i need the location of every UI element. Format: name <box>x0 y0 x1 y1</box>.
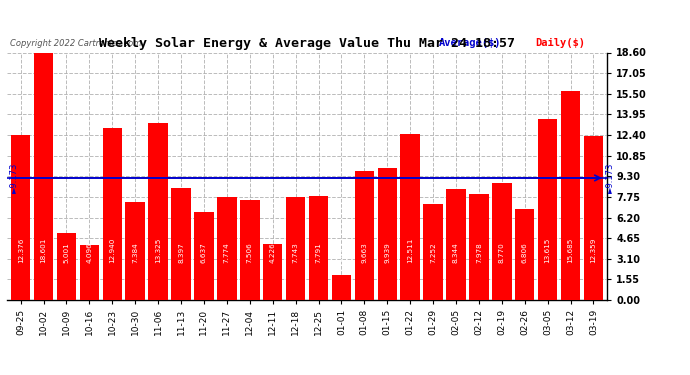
Text: 6.806: 6.806 <box>522 242 528 263</box>
Bar <box>194 211 214 300</box>
Text: 12.359: 12.359 <box>591 237 596 263</box>
Bar <box>34 53 53 300</box>
Bar <box>355 171 374 300</box>
Text: ►9.173: ►9.173 <box>10 163 19 193</box>
Text: 7.743: 7.743 <box>293 242 299 263</box>
Bar <box>57 234 76 300</box>
Text: 1.873: 1.873 <box>338 242 344 263</box>
Bar <box>171 188 190 300</box>
Text: Copyright 2022 Cartronics.com: Copyright 2022 Cartronics.com <box>10 39 141 48</box>
Text: Average($): Average($) <box>439 38 502 48</box>
Text: 7.506: 7.506 <box>247 242 253 263</box>
Text: 12.940: 12.940 <box>109 237 115 263</box>
Bar <box>400 134 420 300</box>
Bar <box>561 91 580 300</box>
Text: 8.770: 8.770 <box>499 242 505 263</box>
Bar <box>126 202 145 300</box>
Bar <box>377 168 397 300</box>
Bar <box>217 196 237 300</box>
Text: 5.001: 5.001 <box>63 242 70 263</box>
Text: ►9.173: ►9.173 <box>606 163 615 193</box>
Text: 9.939: 9.939 <box>384 242 391 263</box>
Text: 7.384: 7.384 <box>132 242 138 263</box>
Bar <box>240 200 259 300</box>
Text: 9.663: 9.663 <box>362 242 367 263</box>
Bar <box>538 119 558 300</box>
Bar <box>148 123 168 300</box>
Bar <box>11 135 30 300</box>
Bar <box>469 194 489 300</box>
Text: 18.601: 18.601 <box>41 237 46 263</box>
Bar <box>308 196 328 300</box>
Text: 12.376: 12.376 <box>18 237 23 263</box>
Text: 12.511: 12.511 <box>407 237 413 263</box>
Text: Daily($): Daily($) <box>535 38 585 48</box>
Text: 13.615: 13.615 <box>544 237 551 263</box>
Text: 15.685: 15.685 <box>568 237 573 263</box>
Bar <box>584 135 603 300</box>
Bar <box>492 183 511 300</box>
Text: 7.791: 7.791 <box>315 242 322 263</box>
Bar <box>79 246 99 300</box>
Bar <box>332 275 351 300</box>
Bar <box>515 209 535 300</box>
Bar <box>446 189 466 300</box>
Text: 6.637: 6.637 <box>201 242 207 263</box>
Text: 7.252: 7.252 <box>430 242 436 263</box>
Text: 4.226: 4.226 <box>270 242 276 263</box>
Bar <box>103 128 122 300</box>
Text: 8.344: 8.344 <box>453 242 459 263</box>
Title: Weekly Solar Energy & Average Value Thu Mar 24 18:57: Weekly Solar Energy & Average Value Thu … <box>99 37 515 50</box>
Text: 7.978: 7.978 <box>476 242 482 263</box>
Text: 8.397: 8.397 <box>178 242 184 263</box>
Text: 13.325: 13.325 <box>155 237 161 263</box>
Bar <box>424 204 443 300</box>
Bar <box>263 244 282 300</box>
Bar <box>286 197 306 300</box>
Text: 4.096: 4.096 <box>86 242 92 263</box>
Text: 7.774: 7.774 <box>224 242 230 263</box>
